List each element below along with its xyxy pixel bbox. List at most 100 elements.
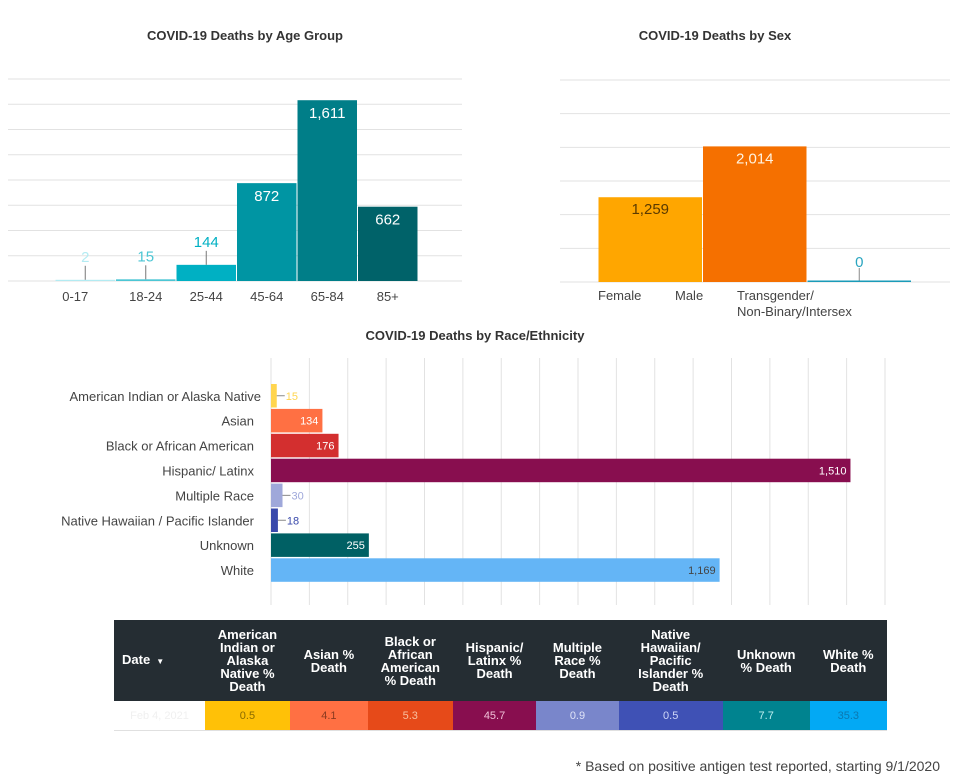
table-header-row: Date ▼ American Indian or Alaska Native % Deat… — [114, 620, 887, 701]
race-bar — [271, 408, 323, 433]
race-bar-label: 1,169 — [688, 565, 716, 577]
header-text: Native % — [220, 666, 275, 681]
sex-category-label: Female — [598, 288, 641, 303]
column-header[interactable]: Multiple Race % Death — [536, 620, 619, 701]
column-header-date[interactable]: Date ▼ — [114, 620, 206, 701]
header-text: % Death — [740, 659, 792, 675]
header-text: Multiple — [552, 640, 603, 655]
header-text: White % — [823, 646, 874, 662]
header-text: Alaska — [226, 653, 269, 668]
date-cell: Feb 4, 2021 — [114, 701, 206, 731]
percent-cell: 0.5 — [205, 701, 290, 731]
race-bar-label: 134 — [300, 416, 318, 428]
header-text: Black or — [384, 633, 436, 649]
table-row: Feb 4, 2021 0.5 4.1 5.3 45.7 0.9 0.5 7.7 35.3 — [114, 701, 887, 731]
age-bar — [176, 264, 236, 281]
age-category-label: 0-17 — [62, 289, 88, 304]
age-bar-label: 144 — [194, 234, 219, 251]
header-text: Pacific — [649, 653, 692, 668]
percent-cell: 45.7 — [452, 701, 537, 731]
sex-bar-label: 2,014 — [736, 150, 774, 167]
age-chart-title: COVID-19 Deaths by Age Group — [147, 28, 343, 43]
race-bar-label: 1,510 — [819, 465, 847, 477]
column-header[interactable]: Asian % Death — [289, 620, 368, 701]
sex-chart-title: COVID-19 Deaths by Sex — [638, 28, 792, 43]
header-text: Death — [830, 659, 867, 675]
race-bar — [271, 433, 339, 458]
age-bar — [297, 100, 357, 282]
header-text: American — [380, 659, 440, 675]
header-text: Death — [652, 679, 689, 694]
percent-cell: 0.9 — [536, 701, 619, 731]
race-category-label: Asian — [221, 414, 254, 429]
race-category-label: American Indian or Alaska Native — [70, 389, 261, 404]
race-percent-table: Date ▼ American Indian or Alaska Native % Deat… — [114, 620, 887, 731]
header-text: Date — [122, 652, 151, 667]
age-bar-label: 1,611 — [309, 105, 345, 122]
header-text: Death — [476, 666, 513, 681]
age-bar — [237, 183, 297, 281]
age-bar-label: 15 — [137, 248, 154, 265]
race-category-label: White — [221, 563, 254, 578]
age-category-label: 65-84 — [311, 289, 344, 304]
header-text: Islander % — [638, 666, 704, 681]
header-text: Hawaiian/ — [640, 640, 701, 655]
age-category-label: 45-64 — [250, 289, 283, 304]
footnote: * Based on positive antigen test reporte… — [575, 758, 940, 774]
sort-down-icon[interactable]: ▼ — [156, 657, 165, 666]
sex-bar — [598, 197, 702, 282]
age-bar — [116, 279, 176, 281]
race-bar-label: 176 — [316, 441, 334, 453]
sex-bar-label: 0 — [855, 254, 863, 271]
race-bar-label: 15 — [286, 391, 298, 403]
header-text: Hispanic/ — [465, 640, 524, 655]
charts-canvas: 2 0-17 15 18-24 144 25-44 872 45-64 1,611 65-84 66… — [8, 78, 950, 605]
age-bar — [55, 279, 115, 281]
column-header[interactable]: Unknown% Death — [722, 620, 810, 701]
header-text: African — [387, 646, 433, 662]
header-text: Asian % — [303, 646, 355, 662]
header-text: Race % — [554, 653, 601, 668]
age-category-label: 85+ — [377, 289, 399, 304]
percent-cell: 5.3 — [367, 701, 453, 731]
age-bar-label: 872 — [254, 188, 279, 205]
column-header[interactable]: White % Death — [809, 620, 887, 701]
header-text: Death — [229, 679, 266, 694]
race-chart-title: COVID-19 Deaths by Race/Ethnicity — [365, 328, 585, 343]
race-category-label: Hispanic/ Latinx — [162, 463, 254, 478]
race-bar — [271, 533, 369, 557]
header-text: Indian or — [219, 640, 275, 655]
age-bar-label: 2 — [81, 249, 89, 266]
sex-bar — [807, 280, 911, 282]
column-header[interactable]: Native Hawaiian/Pacific Islander % Death — [618, 620, 723, 701]
column-header[interactable]: Hispanic/Latinx % Death — [452, 620, 537, 701]
sex-bar — [703, 146, 807, 282]
sex-bar-label: 1,259 — [631, 201, 669, 218]
percent-cell: 7.7 — [722, 701, 810, 731]
header-text: Death — [310, 659, 347, 675]
race-bar-label: 18 — [287, 515, 299, 527]
race-category-label: Unknown — [200, 538, 254, 553]
race-category-label: Native Hawaiian / Pacific Islander — [61, 513, 255, 528]
sex-category-label: Non-Binary/Intersex — [737, 304, 852, 319]
percent-cell: 0.5 — [618, 701, 723, 731]
race-bar — [271, 558, 720, 582]
column-header[interactable]: American Indian or Alaska Native % Death — [205, 620, 290, 701]
percent-cell: 4.1 — [289, 701, 368, 731]
race-bar — [271, 384, 277, 408]
header-text: Unknown — [736, 646, 796, 662]
race-bar — [271, 508, 278, 532]
race-bar-label: 255 — [346, 540, 364, 552]
header-text: Death — [559, 666, 596, 681]
sex-category-label: Transgender/ — [737, 288, 814, 303]
race-bar — [271, 483, 283, 508]
age-bar-label: 662 — [375, 212, 400, 229]
percent-cell: 35.3 — [809, 701, 887, 731]
column-header[interactable]: Black or African American% Death — [367, 620, 453, 701]
header-text: Latinx % — [467, 653, 522, 668]
race-category-label: Multiple Race — [175, 488, 254, 503]
age-category-label: 18-24 — [129, 289, 162, 304]
race-bar — [271, 458, 851, 483]
race-category-label: Black or African American — [106, 439, 254, 454]
header-text: Native — [651, 627, 691, 642]
